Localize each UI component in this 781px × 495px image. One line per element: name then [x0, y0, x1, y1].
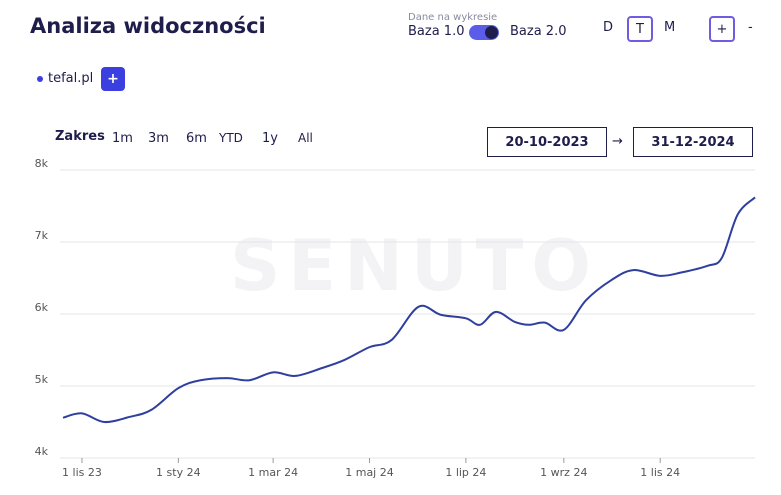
x-tick-label: 1 sty 24 [156, 466, 201, 479]
date-to[interactable]: 31-12-2024 [633, 127, 753, 157]
range-preset[interactable]: 6m [186, 131, 207, 146]
granularity-button[interactable]: M [664, 20, 676, 35]
x-tick-label: 1 lis 24 [640, 466, 680, 479]
x-tick-label: 1 mar 24 [248, 466, 298, 479]
title: Analiza widoczności [30, 14, 266, 38]
range-preset[interactable]: YTD [219, 131, 243, 145]
granularity-button[interactable]: T [627, 16, 653, 42]
zoom-out[interactable]: - [748, 20, 753, 35]
x-tick-label: 1 lis 23 [62, 466, 102, 479]
y-tick-label: 7k [35, 229, 49, 242]
watermark: SENUTO [230, 225, 599, 307]
range-arrow: → [612, 134, 623, 149]
granularity-button[interactable]: D [603, 20, 614, 35]
range-preset[interactable]: All [298, 131, 313, 145]
base-left[interactable]: Baza 1.0 [408, 24, 465, 39]
y-tick-label: 6k [35, 301, 49, 314]
range-label: Zakres [55, 129, 105, 144]
y-tick-label: 4k [35, 445, 49, 458]
data-label: Dane na wykresie [408, 12, 498, 23]
series-line [62, 196, 756, 424]
x-tick-label: 1 wrz 24 [540, 466, 587, 479]
x-tick-label: 1 maj 24 [345, 466, 394, 479]
legend-label: tefal.pl [48, 71, 94, 86]
toggle[interactable] [469, 25, 499, 40]
range-preset[interactable]: 3m [148, 131, 169, 146]
range-preset[interactable]: 1y [262, 131, 278, 146]
y-tick-label: 8k [35, 157, 49, 170]
y-tick-label: 5k [35, 373, 49, 386]
zoom-in[interactable]: + [709, 16, 735, 42]
legend-dot [37, 76, 43, 82]
base-right[interactable]: Baza 2.0 [510, 24, 567, 39]
date-from[interactable]: 20-10-2023 [487, 127, 607, 157]
range-preset[interactable]: 1m [112, 131, 133, 146]
x-tick-label: 1 lip 24 [445, 466, 486, 479]
add-domain[interactable]: + [101, 67, 125, 91]
